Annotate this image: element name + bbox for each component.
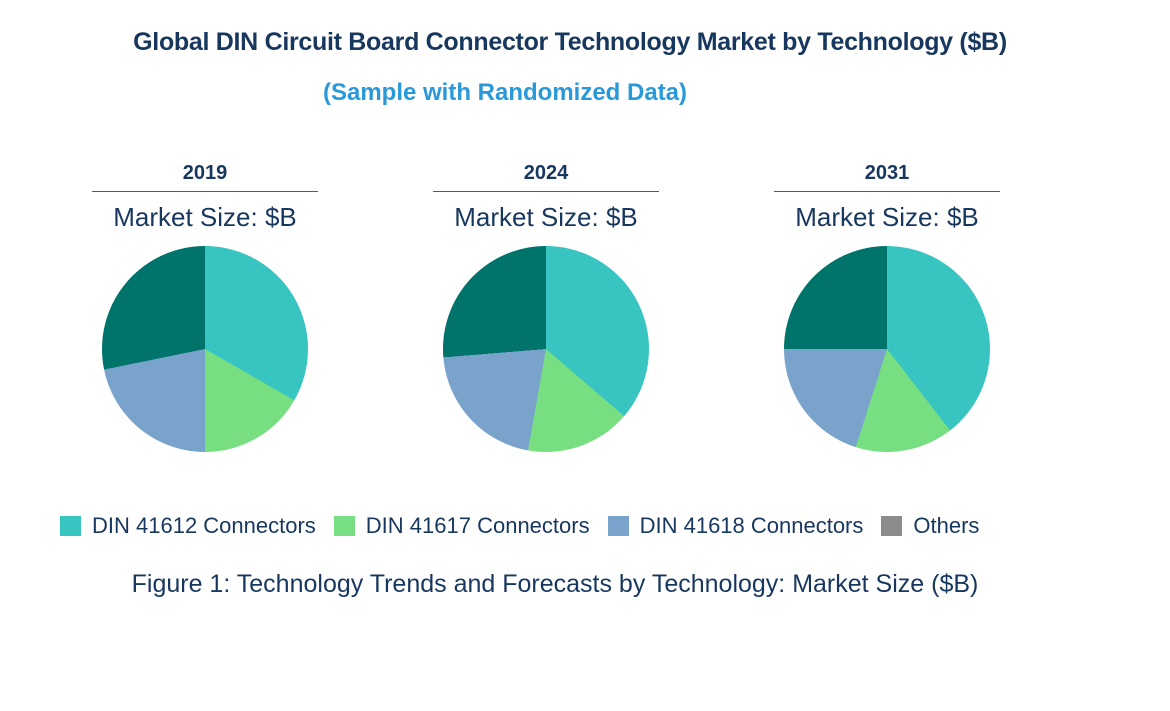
year-label-2024: 2024 <box>523 162 569 184</box>
market-size-label: Market Size: $B <box>454 202 638 232</box>
year-underline <box>433 191 659 192</box>
legend-item-din-41617: DIN 41617 Connectors <box>333 513 590 539</box>
year-underline <box>92 191 318 192</box>
pie-charts-row: 2019 Market Size: $B 2024 Market Size: $… <box>92 162 1000 452</box>
year-underline <box>774 191 1000 192</box>
chart-subtitle: (Sample with Randomized Data) <box>322 79 688 106</box>
legend-label: Others <box>913 513 980 538</box>
legend-label: DIN 41612 Connectors <box>92 513 316 538</box>
legend-swatch-gray <box>881 516 903 536</box>
legend-label: DIN 41617 Connectors <box>365 513 590 538</box>
pie-chart-column-2031: 2031 Market Size: $B <box>774 162 1000 452</box>
pie-2024 <box>443 246 649 452</box>
legend-swatch-green <box>333 516 355 536</box>
market-size-label: Market Size: $B <box>113 202 297 232</box>
legend-item-others: Others <box>881 513 979 539</box>
pie-chart-column-2024: 2024 Market Size: $B <box>433 162 659 452</box>
pie-2019 <box>102 246 308 452</box>
market-size-label: Market Size: $B <box>795 202 979 232</box>
legend: DIN 41612 Connectors DIN 41617 Connector… <box>60 513 979 539</box>
year-label-2031: 2031 <box>864 162 910 184</box>
legend-swatch-teal <box>60 516 81 536</box>
figure-caption: Figure 1: Technology Trends and Forecast… <box>131 570 979 598</box>
legend-item-din-41612: DIN 41612 Connectors <box>60 513 316 539</box>
pie-chart-column-2019: 2019 Market Size: $B <box>92 162 318 452</box>
legend-label: DIN 41618 Connectors <box>639 513 864 538</box>
legend-item-din-41618: DIN 41618 Connectors <box>607 513 864 539</box>
year-label-2019: 2019 <box>182 162 228 184</box>
chart-title: Global DIN Circuit Board Connector Techn… <box>133 28 1007 56</box>
pie-2031 <box>784 246 990 452</box>
legend-swatch-blue <box>607 516 629 536</box>
